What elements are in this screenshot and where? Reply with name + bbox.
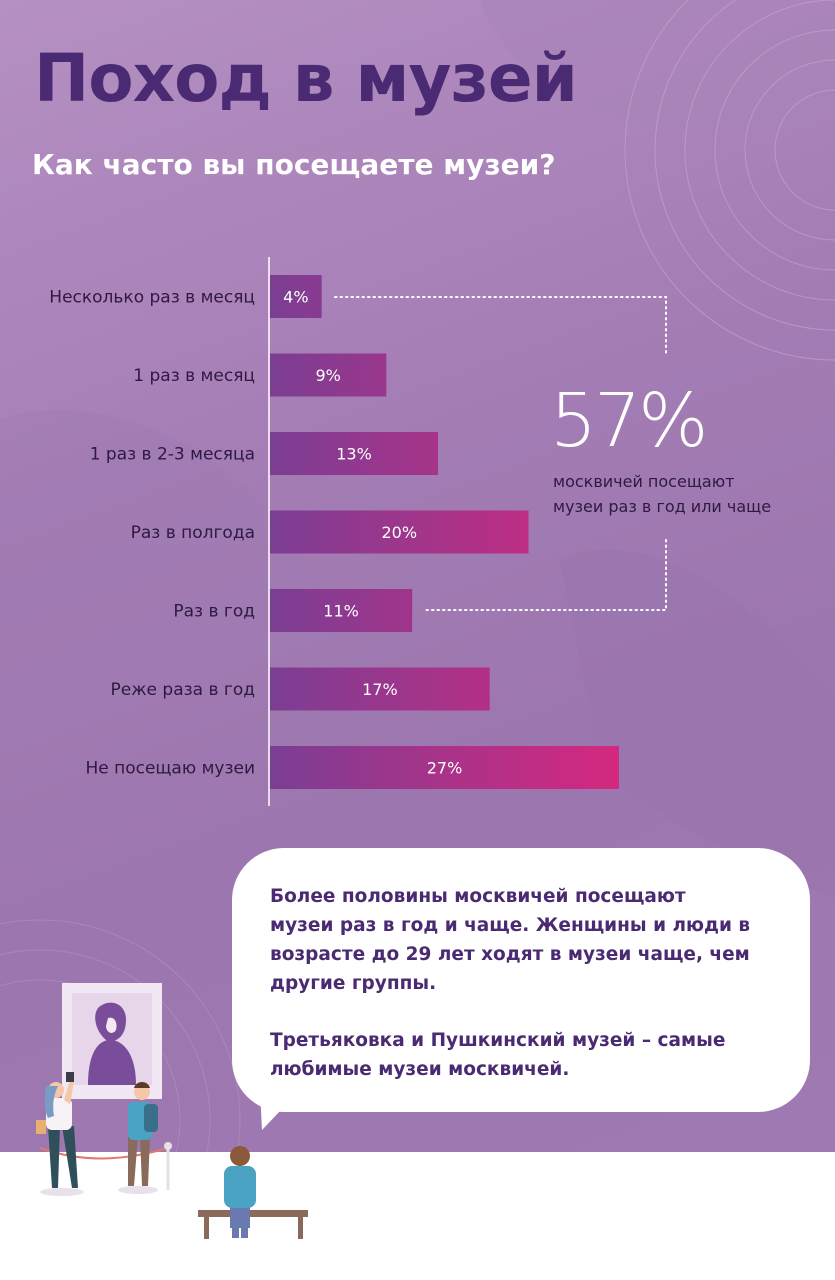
category-label: Раз в полгода: [131, 523, 255, 543]
category-label: Несколько раз в месяц: [49, 288, 255, 308]
bubble-line: возрасте до 29 лет ходят в музеи чаще, ч…: [270, 944, 750, 965]
bar: [270, 746, 619, 789]
page-subtitle: Как часто вы посещаете музеи?: [32, 148, 556, 181]
category-label: Раз в год: [173, 602, 255, 622]
bubble-line: Третьяковка и Пушкинский музей – самые: [270, 1030, 726, 1051]
value-label: 9%: [315, 366, 340, 385]
value-label: 4%: [283, 288, 308, 307]
woman-photographing-illustration: [36, 1072, 84, 1196]
bar: [270, 432, 439, 475]
frequency-bar-chart: Несколько раз в месяц 4% 1 раз в месяц 9% 1 …: [49, 275, 667, 789]
callout-bracket-top: [334, 296, 667, 356]
bar: [270, 275, 322, 318]
callout-description-line: москвичей посещают: [553, 472, 735, 491]
value-label: 11%: [323, 602, 359, 621]
value-label: 13%: [336, 445, 372, 464]
callout-description: москвичей посещают музеи раз в год или ч…: [553, 469, 823, 519]
man-with-backpack-illustration: [118, 1082, 158, 1194]
category-label: 1 раз в месяц: [133, 366, 255, 386]
bar: [270, 510, 529, 554]
callout-percent: 57%: [550, 378, 708, 464]
value-label: 27%: [427, 759, 463, 778]
bar: [270, 353, 387, 397]
bubble-paragraph: Третьяковка и Пушкинский музей – самые л…: [270, 1026, 786, 1084]
person-on-bench-illustration: [198, 1146, 308, 1239]
bubble-line: любимые музеи москвичей.: [270, 1059, 570, 1080]
painting-illustration: [62, 983, 162, 1099]
bubble-line: другие группы.: [270, 973, 437, 994]
category-label: 1 раз в 2-3 месяца: [90, 445, 255, 465]
bar: [270, 667, 490, 711]
speech-bubble-tail: [260, 1090, 300, 1130]
callout-description-line: музеи раз в год или чаще: [553, 497, 772, 516]
value-label: 20%: [381, 523, 417, 542]
floor: [0, 1152, 835, 1280]
category-label: Реже раза в год: [111, 680, 255, 700]
bar: [270, 589, 413, 632]
bubble-line: музеи раз в год и чаще. Женщины и люди в: [270, 915, 751, 936]
speech-bubble: Более половины москвичей посещают музеи …: [232, 848, 810, 1112]
bubble-line: Более половины москвичей посещают: [270, 886, 686, 907]
rope-barrier-illustration: [39, 1142, 172, 1190]
category-label: Не посещаю музеи: [85, 759, 255, 779]
callout-bracket-bottom: [424, 539, 667, 611]
value-label: 17%: [362, 680, 398, 699]
page-title: Поход в музей: [34, 40, 578, 117]
bubble-paragraph: Более половины москвичей посещают музеи …: [270, 882, 786, 998]
